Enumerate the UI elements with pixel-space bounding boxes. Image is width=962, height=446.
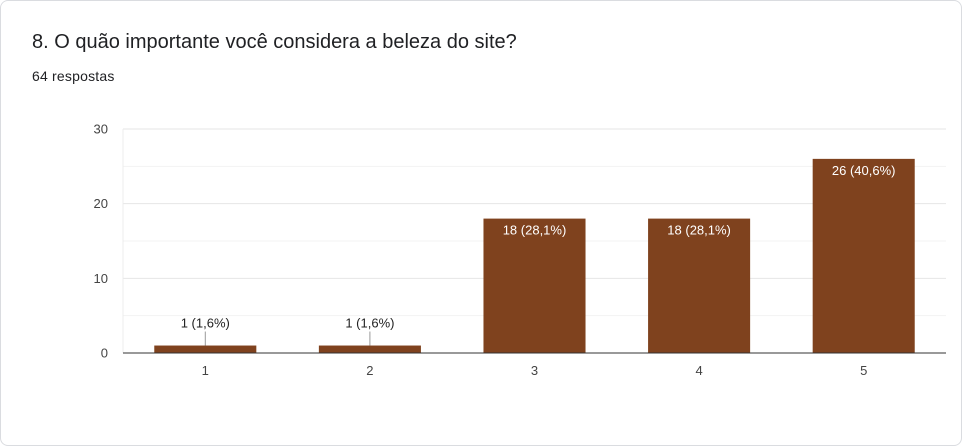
bar-4: [648, 218, 751, 353]
data-label-2: 1 (1,6%): [345, 316, 394, 331]
response-count: 64 respostas: [32, 68, 115, 84]
x-axis-ticks: 1 2 3 4 5: [202, 363, 868, 378]
x-tick-label: 5: [860, 363, 867, 378]
bars: [154, 158, 915, 353]
y-tick-label: 30: [94, 122, 108, 137]
y-tick-label: 20: [94, 196, 108, 211]
y-tick-label: 10: [94, 271, 108, 286]
y-axis-ticks: 0 10 20 30: [94, 122, 108, 361]
x-tick-label: 4: [695, 363, 702, 378]
x-tick-label: 3: [531, 363, 538, 378]
y-tick-label: 0: [101, 346, 108, 361]
data-label-5: 26 (40,6%): [832, 163, 896, 178]
bar-3: [483, 218, 586, 353]
bar-5: [812, 158, 915, 353]
bar-2: [318, 345, 421, 353]
question-title: 8. O quão importante você considera a be…: [32, 31, 517, 53]
data-label-4: 18 (28,1%): [667, 223, 731, 238]
x-tick-label: 2: [366, 363, 373, 378]
data-label-1: 1 (1,6%): [181, 316, 230, 331]
data-label-3: 18 (28,1%): [503, 223, 567, 238]
data-labels: 1 (1,6%) 1 (1,6%) 18 (28,1%) 18 (28,1%) 26 (…: [181, 163, 896, 346]
x-tick-label: 1: [202, 363, 209, 378]
bar-1: [154, 345, 257, 353]
